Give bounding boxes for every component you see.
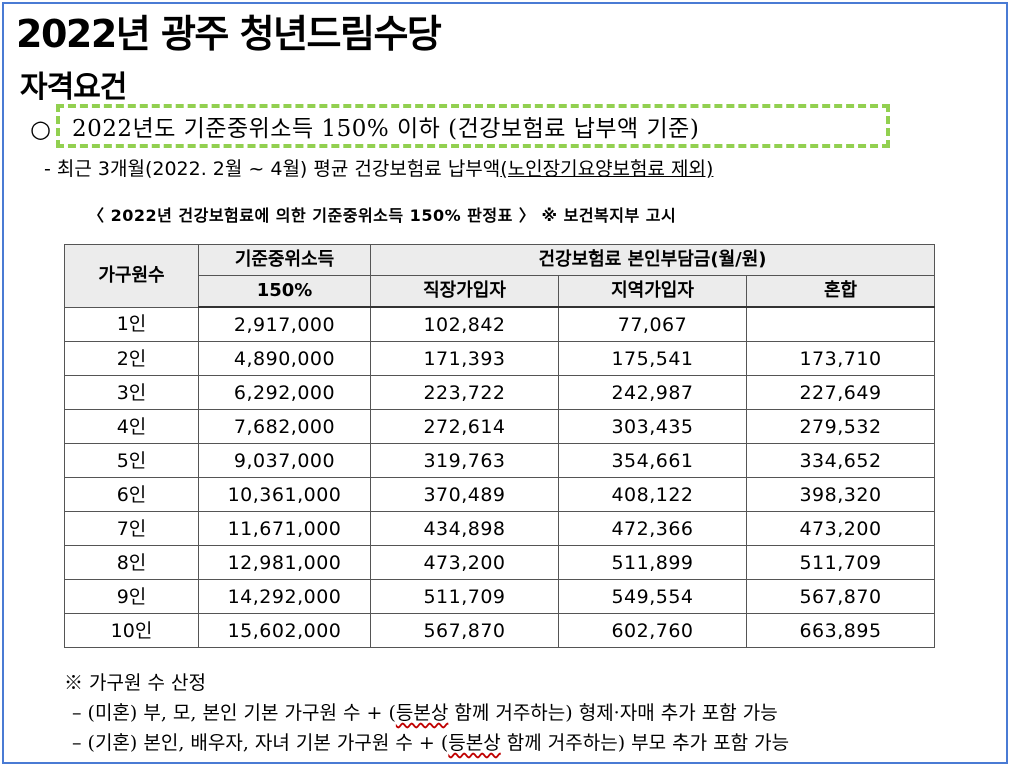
cell-regional: 354,661 [558, 443, 747, 478]
cell-household: 7인 [64, 511, 199, 546]
cell-income: 10,361,000 [198, 477, 371, 512]
cell-regional: 549,554 [558, 579, 747, 614]
table-row: 2인 4,890,000 171,393 175,541 173,710 [64, 341, 936, 376]
premium-note: - 최근 3개월(2022. 2월 ~ 4월) 평균 건강보험료 납부액(노인장… [44, 156, 713, 182]
cell-employee: 272,614 [370, 409, 559, 444]
footnote-single-suffix: 함께 거주하는) 형제·자매 추가 포함 가능 [448, 702, 778, 724]
cell-mixed: 227,649 [745, 375, 936, 410]
cell-regional: 242,987 [558, 375, 747, 410]
cell-income: 6,292,000 [198, 375, 371, 410]
premium-note-text: - 최근 3개월(2022. 2월 ~ 4월) 평균 건강보험료 납부액 [44, 158, 501, 180]
cell-income: 2,917,000 [198, 306, 371, 342]
cell-regional: 472,366 [558, 511, 747, 546]
premium-note-exclusion: (노인장기요양보험료 제외) [500, 158, 714, 180]
table-row: 4인 7,682,000 272,614 303,435 279,532 [64, 409, 936, 444]
cell-household: 2인 [64, 341, 199, 376]
cell-household: 10인 [64, 613, 199, 648]
cell-income: 4,890,000 [198, 341, 371, 376]
cell-household: 3인 [64, 375, 199, 410]
cell-income: 7,682,000 [198, 409, 371, 444]
highlight-box [56, 104, 890, 148]
cell-employee: 511,709 [370, 579, 559, 614]
table-row: 6인 10,361,000 370,489 408,122 398,320 [64, 477, 936, 512]
footnote-married: – (기혼) 본인, 배우자, 자녀 기본 가구원 수 + (등본상 함께 거주… [64, 728, 964, 758]
cell-mixed: 511,709 [745, 545, 936, 580]
cell-employee: 473,200 [370, 545, 559, 580]
table-caption: 〈 2022년 건강보험료에 의한 기준중위소득 150% 판정표 〉 ※ 보건… [88, 206, 677, 225]
cell-mixed: 473,200 [745, 511, 936, 546]
section-heading: 자격요건 [20, 70, 127, 105]
cell-regional: 602,760 [558, 613, 747, 648]
header-premium-group: 건강보험료 본인부담금(월/원) [369, 244, 936, 276]
cell-employee: 223,722 [370, 375, 559, 410]
footnote-married-registry: 등본상 [448, 732, 501, 754]
header-regional: 지역가입자 [558, 275, 747, 308]
cell-household: 6인 [64, 477, 199, 512]
cell-mixed: 279,532 [745, 409, 936, 444]
table-row: 8인 12,981,000 473,200 511,899 511,709 [64, 545, 936, 580]
page-title: 2022년 광주 청년드림수당 [16, 12, 442, 56]
cell-mixed [745, 306, 936, 342]
cell-employee: 319,763 [370, 443, 559, 478]
criteria-text: 2022년도 기준중위소득 150% 이하 (건강보험료 납부액 기준) [72, 116, 700, 142]
cell-income: 15,602,000 [198, 613, 371, 648]
cell-employee: 567,870 [370, 613, 559, 648]
footnote-single-registry: 등본상 [395, 702, 449, 724]
cell-household: 8인 [64, 545, 199, 580]
cell-mixed: 663,895 [745, 613, 936, 648]
cell-regional: 408,122 [558, 477, 747, 512]
cell-regional: 511,899 [558, 545, 747, 580]
cell-income: 9,037,000 [198, 443, 371, 478]
cell-household: 9인 [64, 579, 199, 614]
table-row: 3인 6,292,000 223,722 242,987 227,649 [64, 375, 936, 410]
footnote-married-suffix: 함께 거주하는) 부모 추가 포함 가능 [500, 732, 790, 754]
cell-regional: 175,541 [558, 341, 747, 376]
income-table: 가구원수 기준중위소득 건강보험료 본인부담금(월/원) 150% 직장가입자 … [64, 244, 936, 648]
cell-household: 5인 [64, 443, 199, 478]
header-mixed: 혼합 [745, 275, 936, 308]
header-income-line1: 기준중위소득 [198, 244, 371, 276]
footnote-single-prefix: – (미혼) 부, 모, 본인 기본 가구원 수 + ( [72, 702, 396, 724]
cell-household: 4인 [64, 409, 199, 444]
cell-income: 12,981,000 [198, 545, 371, 580]
cell-employee: 370,489 [370, 477, 559, 512]
cell-employee: 434,898 [370, 511, 559, 546]
cell-regional: 77,067 [558, 306, 747, 342]
circle-bullet-icon: ○ [30, 115, 51, 143]
header-household: 가구원수 [64, 244, 199, 308]
cell-income: 11,671,000 [198, 511, 371, 546]
table-row: 10인 15,602,000 567,870 602,760 663,895 [64, 613, 936, 648]
cell-mixed: 334,652 [745, 443, 936, 478]
table-row: 7인 11,671,000 434,898 472,366 473,200 [64, 511, 936, 546]
footnote-married-prefix: – (기혼) 본인, 배우자, 자녀 기본 가구원 수 + ( [72, 732, 449, 754]
table-row: 1인 2,917,000 102,842 77,067 [64, 306, 936, 342]
cell-employee: 171,393 [370, 341, 559, 376]
header-income-line2: 150% [198, 275, 371, 308]
cell-regional: 303,435 [558, 409, 747, 444]
table-row: 5인 9,037,000 319,763 354,661 334,652 [64, 443, 936, 478]
cell-mixed: 567,870 [745, 579, 936, 614]
cell-income: 14,292,000 [198, 579, 371, 614]
table-row: 9인 14,292,000 511,709 549,554 567,870 [64, 579, 936, 614]
header-employee: 직장가입자 [370, 275, 559, 308]
cell-mixed: 398,320 [745, 477, 936, 512]
footnote-single: – (미혼) 부, 모, 본인 기본 가구원 수 + (등본상 함께 거주하는)… [64, 698, 964, 728]
cell-employee: 102,842 [370, 306, 559, 342]
footnotes: ※ 가구원 수 산정 – (미혼) 부, 모, 본인 기본 가구원 수 + (등… [64, 668, 964, 758]
cell-mixed: 173,710 [745, 341, 936, 376]
footnote-heading: ※ 가구원 수 산정 [64, 672, 206, 694]
cell-household: 1인 [64, 306, 199, 342]
